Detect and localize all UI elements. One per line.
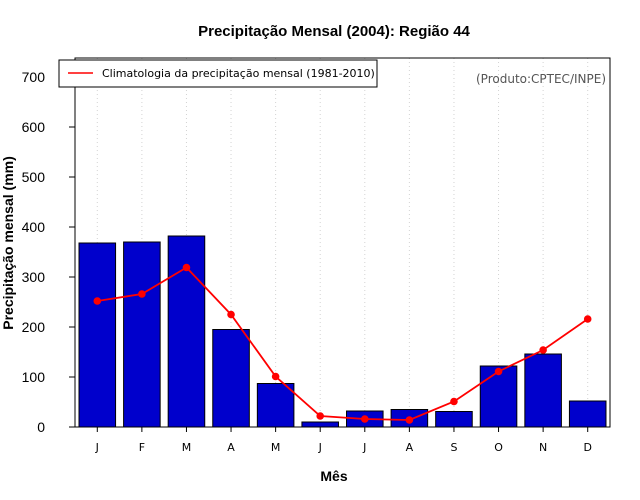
- y-tick-label: 600: [22, 119, 46, 135]
- legend-box: [58, 59, 378, 88]
- legend: Climatologia da precipitação mensal (198…: [58, 59, 378, 88]
- x-tick-label: J: [362, 441, 366, 454]
- climatology-point-6: [316, 412, 325, 420]
- x-tick-label: D: [583, 441, 591, 454]
- bar-10: [479, 365, 518, 428]
- plot-frame: [74, 57, 611, 428]
- x-tick-label: M: [271, 441, 281, 454]
- bar-4: [212, 329, 250, 428]
- bar-series: [78, 235, 607, 428]
- x-tick-label: A: [227, 441, 235, 454]
- y-tick-label: 400: [22, 219, 46, 235]
- climatology-point-3: [182, 263, 191, 272]
- y-axis-label: Precipitação mensal (mm): [0, 156, 16, 330]
- climatology-point-11: [539, 346, 547, 354]
- climatology-point-8: [405, 416, 414, 424]
- climatology-line: [97, 266, 589, 421]
- bar-12: [568, 400, 607, 428]
- x-tick-label: J: [95, 441, 99, 454]
- y-tick-label: 700: [22, 69, 46, 85]
- climatology-point-7: [360, 415, 369, 423]
- climatology-series: [93, 263, 592, 424]
- climatology-point-9: [450, 397, 458, 406]
- y-axis: 0 100 200 300 400 500 600 700: [22, 69, 75, 435]
- climatology-point-1: [93, 297, 102, 305]
- climatology-point-5: [271, 372, 280, 381]
- bar-6: [301, 421, 339, 428]
- x-tick-label: J: [318, 441, 322, 454]
- y-tick-label: 100: [22, 369, 46, 385]
- credit-annotation: (Produto:CPTEC/INPE): [476, 72, 606, 86]
- climatology-point-4: [227, 310, 235, 319]
- x-tick-label: M: [182, 441, 192, 454]
- legend-label: Climatologia da precipitação mensal (198…: [102, 67, 375, 80]
- chart-title: Precipitação Mensal (2004): Região 44: [198, 23, 470, 40]
- x-tick-label: S: [450, 441, 457, 454]
- x-tick-label: F: [139, 441, 145, 454]
- bar-11: [524, 353, 562, 428]
- y-tick-label: 500: [22, 169, 46, 185]
- x-tick-label: O: [494, 441, 503, 454]
- x-axis-label: Mês: [320, 468, 347, 484]
- x-tick-label: A: [406, 441, 414, 454]
- bar-1: [78, 242, 117, 428]
- climatology-point-10: [494, 367, 503, 376]
- y-tick-label: 300: [22, 269, 46, 285]
- y-tick-label: 0: [37, 419, 45, 435]
- climatology-point-2: [138, 290, 146, 298]
- bar-9: [435, 411, 473, 428]
- bar-2: [123, 241, 161, 428]
- x-tick-label: N: [539, 441, 547, 454]
- y-tick-label: 200: [22, 319, 46, 335]
- climatology-point-12: [583, 315, 592, 323]
- bar-5: [256, 383, 295, 428]
